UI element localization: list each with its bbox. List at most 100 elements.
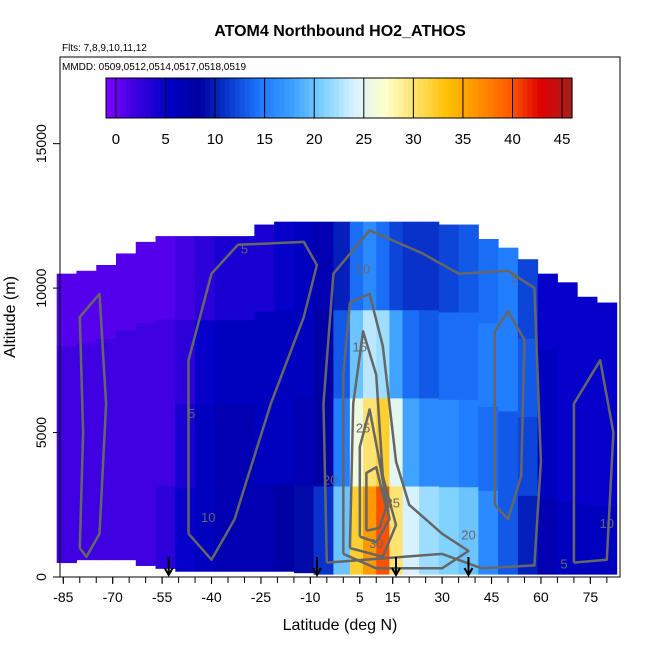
heatmap-cell bbox=[557, 355, 578, 429]
heatmap-cell bbox=[517, 337, 539, 418]
contour-label: 25 bbox=[356, 421, 370, 436]
heatmap-cell bbox=[155, 236, 176, 320]
colorbar-segment bbox=[294, 78, 300, 118]
heatmap-cell bbox=[175, 403, 196, 488]
colorbar-segment bbox=[363, 78, 370, 118]
colorbar-segment bbox=[502, 78, 509, 118]
colorbar-segment bbox=[264, 78, 271, 118]
heatmap-cell bbox=[402, 309, 420, 399]
colorbar-segment bbox=[304, 78, 310, 118]
contour-label: 10 bbox=[600, 516, 614, 531]
colorbar-segment bbox=[210, 78, 216, 118]
heatmap-cell bbox=[596, 438, 618, 507]
colorbar-segment bbox=[433, 78, 439, 118]
heatmap-cell bbox=[498, 329, 519, 412]
heatmap-cell bbox=[389, 221, 404, 311]
colorbar-segment bbox=[418, 78, 424, 118]
colorbar-segment bbox=[180, 78, 186, 118]
heatmap-cell bbox=[56, 490, 77, 564]
colorbar-tick-label: 20 bbox=[306, 131, 323, 148]
colorbar-segment bbox=[378, 78, 385, 118]
contour-label: 10 bbox=[201, 510, 215, 525]
heatmap-cell bbox=[116, 330, 137, 408]
colorbar-tick-label: 30 bbox=[405, 131, 422, 148]
colorbar-segment bbox=[527, 78, 533, 118]
colorbar-segment bbox=[269, 78, 276, 118]
heatmap-cell bbox=[596, 302, 618, 371]
colorbar-segment bbox=[274, 78, 281, 118]
colorbar-segment bbox=[557, 78, 563, 118]
heatmap-cell bbox=[517, 495, 539, 575]
heatmap-cells bbox=[56, 221, 618, 575]
flight-arrows bbox=[163, 557, 474, 578]
heatmap-cell bbox=[498, 410, 519, 493]
heatmap-cell bbox=[537, 499, 558, 575]
colorbar-segment bbox=[145, 78, 152, 118]
colorbar-segment bbox=[482, 78, 489, 118]
heatmap-cell bbox=[389, 486, 404, 575]
colorbar-tick-label: 45 bbox=[554, 131, 571, 148]
x-tick-label: -25 bbox=[251, 589, 271, 605]
heatmap-cell bbox=[517, 259, 539, 339]
colorbar-tick-label: 5 bbox=[161, 131, 169, 148]
heatmap-cell bbox=[577, 366, 598, 436]
heatmap-cell bbox=[537, 348, 558, 425]
heatmap-cell bbox=[458, 224, 479, 313]
heatmap-cell bbox=[116, 483, 137, 561]
colorbar-tick-label: 15 bbox=[256, 131, 273, 148]
heatmap-cell bbox=[135, 484, 157, 566]
heatmap-cell bbox=[116, 406, 137, 484]
heatmap-cell bbox=[419, 486, 440, 575]
colorbar-segment bbox=[472, 78, 479, 118]
colorbar-segment bbox=[487, 78, 494, 118]
heatmap-cell bbox=[438, 311, 460, 400]
heatmap-cell bbox=[313, 486, 334, 575]
colorbar-segment bbox=[408, 78, 414, 118]
heatmap-cell bbox=[254, 224, 275, 312]
y-tick-label: 5000 bbox=[33, 417, 49, 448]
contour-line bbox=[342, 292, 470, 570]
colorbar-tick-label: 0 bbox=[112, 131, 120, 148]
flights-note: Flts: 7,8,9,10,11,12 bbox=[62, 43, 147, 54]
colorbar-segment bbox=[239, 78, 246, 118]
heatmap-cell bbox=[234, 403, 255, 488]
colorbar-segment bbox=[537, 78, 543, 118]
heatmap-cell bbox=[155, 402, 176, 486]
contour-line bbox=[572, 359, 615, 564]
heatmap-cell bbox=[293, 221, 315, 310]
colorbar-segment bbox=[309, 78, 315, 118]
colorbar-segment bbox=[334, 78, 340, 118]
colorbar-segment bbox=[190, 78, 196, 118]
colorbar-segment bbox=[522, 78, 528, 118]
colorbar-tick-label: 35 bbox=[455, 131, 472, 148]
contour-line bbox=[78, 292, 108, 559]
colorbar-tick-label: 10 bbox=[207, 131, 224, 148]
colorbar-segment bbox=[150, 78, 157, 118]
colorbar-segment bbox=[448, 78, 454, 118]
x-tick-label: 15 bbox=[385, 589, 401, 605]
colorbar-segment bbox=[195, 78, 201, 118]
heatmap-cell bbox=[214, 403, 236, 488]
colorbar-segment bbox=[388, 78, 395, 118]
colorbar-segment bbox=[185, 78, 191, 118]
y-tick-label: 15000 bbox=[33, 124, 49, 163]
heatmap-cell bbox=[577, 435, 598, 506]
heatmap-cell bbox=[195, 403, 216, 488]
heatmap-cell bbox=[363, 221, 377, 311]
colorbar-segment bbox=[512, 78, 519, 118]
contour-label: 35 bbox=[385, 496, 399, 511]
heatmap-cell bbox=[333, 221, 351, 311]
colorbar-segment bbox=[220, 78, 226, 118]
contour-label: 5 bbox=[560, 556, 567, 571]
colorbar-segment bbox=[289, 78, 295, 118]
contour-label: 10 bbox=[356, 262, 370, 277]
heatmap-cell bbox=[56, 345, 77, 419]
heatmap-cell bbox=[333, 397, 351, 487]
colorbar-segment bbox=[324, 78, 330, 118]
colorbar-segment bbox=[284, 78, 291, 118]
colorbar-segment bbox=[115, 78, 122, 118]
x-tick-label: 5 bbox=[356, 589, 364, 605]
colorbar-segment bbox=[467, 78, 474, 118]
heatmap-cell bbox=[498, 247, 519, 330]
heatmap-cell bbox=[254, 484, 275, 572]
